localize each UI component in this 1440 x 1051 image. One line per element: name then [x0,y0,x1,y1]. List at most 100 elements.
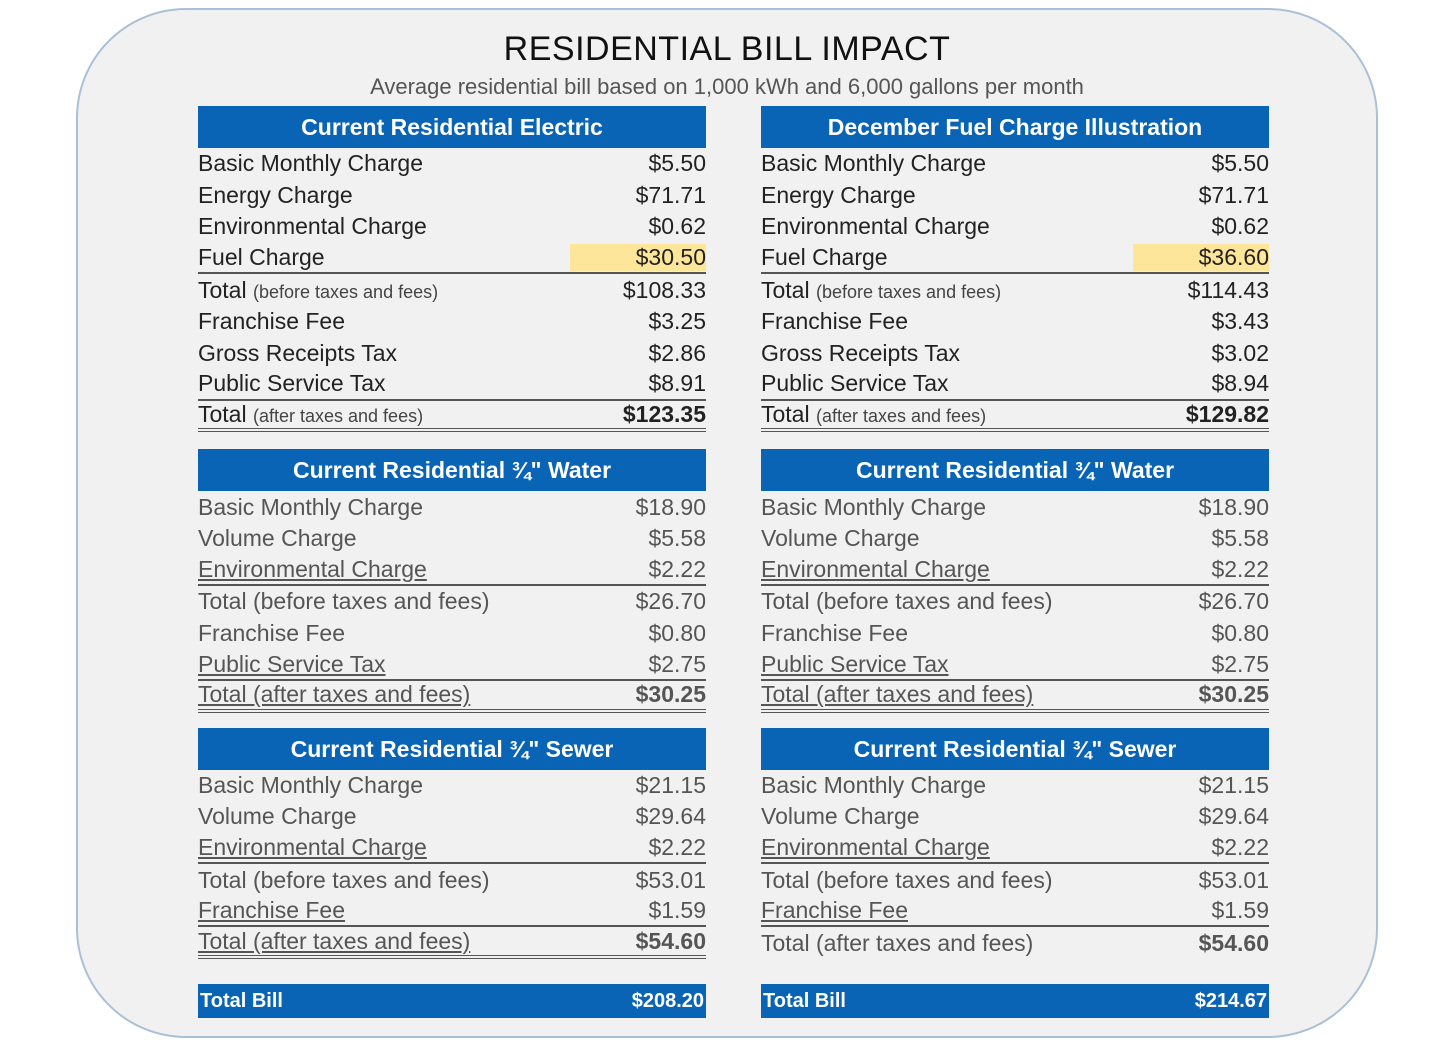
water-pst-row: Public Service Tax $2.75 [761,649,1269,681]
water-total-after-row: Total (after taxes and fees) $30.25 [198,681,706,713]
row-amount: $2.22 [1211,833,1269,860]
water-heading: Current Residential ¾" Water [761,449,1269,492]
row-label: Franchise Fee [761,620,909,647]
row-amount: $5.58 [648,525,706,552]
row-label: Total (before taxes and fees) [761,866,1053,893]
row-label: Volume Charge [761,803,920,830]
row-label: Environmental Charge [761,213,990,240]
water-total-before-row: Total (before taxes and fees) $26.70 [761,586,1269,618]
row-amount: $21.15 [1198,771,1269,798]
row-label: Total (before taxes and fees) [198,588,490,615]
electric-heading: December Fuel Charge Illustration [761,106,1269,148]
electric-total-after-row: Total (after taxes and fees) $129.82 [761,401,1269,433]
row-amount: $2.75 [1211,650,1269,677]
row-label: Franchise Fee [761,897,909,924]
row-label: Total (before taxes and fees) [198,866,490,893]
row-amount: $18.90 [635,493,706,520]
row-amount: $71.71 [1198,181,1269,208]
row-label: Total (after taxes and fees) [761,681,1034,708]
water-total-before-row: Total (before taxes and fees) $26.70 [198,586,706,618]
row-amount: $129.82 [1185,401,1269,428]
electric-basic-row: Basic Monthly Charge $5.50 [761,148,1269,180]
electric-gross-row: Gross Receipts Tax $2.86 [198,338,706,370]
row-label: Gross Receipts Tax [761,339,960,366]
row-label: Public Service Tax [761,370,949,397]
row-amount: $21.15 [635,771,706,798]
water-franchise-row: Franchise Fee $0.80 [761,618,1269,650]
row-note: (after taxes and fees) [252,406,424,427]
sewer-franchise-row: Franchise Fee $1.59 [198,896,706,928]
row-amount: $0.80 [1211,620,1269,647]
row-label: Environmental Charge [198,213,427,240]
row-amount: $18.90 [1198,493,1269,520]
total-bill-bar: Total Bill $214.67 [761,984,1269,1018]
row-label: Volume Charge [761,525,920,552]
water-volume-row: Volume Charge $5.58 [198,523,706,555]
row-label: Total [198,401,247,428]
row-amount: $0.62 [1211,213,1269,240]
electric-basic-row: Basic Monthly Charge $5.50 [198,148,706,180]
row-label: Basic Monthly Charge [761,493,986,520]
row-amount: $8.94 [1211,370,1269,397]
sewer-franchise-row: Franchise Fee $1.59 [761,896,1269,928]
row-label: Basic Monthly Charge [761,150,986,177]
row-label: Fuel Charge [198,244,325,271]
sewer-total-after-row: Total (after taxes and fees) $54.60 [761,927,1269,959]
row-label: Franchise Fee [761,308,909,335]
row-amount: $1.59 [1211,897,1269,924]
row-amount: $0.80 [648,620,706,647]
water-total-after-row: Total (after taxes and fees) $30.25 [761,681,1269,713]
row-amount: $2.22 [1211,555,1269,582]
row-amount: $2.22 [648,833,706,860]
water-volume-row: Volume Charge $5.58 [761,523,1269,555]
december-bill-column: December Fuel Charge Illustration Basic … [761,106,1269,959]
row-amount: $30.25 [635,681,706,708]
sewer-env-row: Environmental Charge $2.22 [761,833,1269,865]
row-label: Total [761,276,810,303]
row-label: Public Service Tax [198,370,386,397]
water-basic-row: Basic Monthly Charge $18.90 [761,491,1269,523]
row-amount: $54.60 [635,927,706,954]
row-label: Fuel Charge [761,244,888,271]
total-bill-label: Total Bill [763,989,846,1012]
sewer-basic-row: Basic Monthly Charge $21.15 [198,770,706,802]
water-heading: Current Residential ¾" Water [198,449,706,492]
row-amount: $0.62 [648,213,706,240]
current-bill-column: Current Residential Electric Basic Month… [198,106,706,960]
row-label: Basic Monthly Charge [198,150,423,177]
water-env-row: Environmental Charge $2.22 [198,555,706,587]
row-label: Basic Monthly Charge [198,771,423,798]
row-label: Energy Charge [761,181,916,208]
row-amount: $2.86 [648,339,706,366]
bill-impact-card: RESIDENTIAL BILL IMPACT Average resident… [76,8,1378,1038]
row-label: Environmental Charge [761,555,990,582]
row-label: Total [198,276,247,303]
row-label: Total (after taxes and fees) [761,929,1034,956]
total-bill-label: Total Bill [200,989,283,1012]
row-label: Total (after taxes and fees) [198,681,471,708]
water-env-row: Environmental Charge $2.22 [761,555,1269,587]
sewer-heading: Current Residential ¾" Sewer [198,727,706,770]
row-amount: $1.59 [648,897,706,924]
row-label: Basic Monthly Charge [198,493,423,520]
row-label: Environmental Charge [198,833,427,860]
row-amount: $29.64 [635,803,706,830]
row-label: Environmental Charge [198,555,427,582]
row-label: Total [761,401,810,428]
electric-total-before-row: Total (before taxes and fees) $108.33 [198,274,706,306]
water-pst-row: Public Service Tax $2.75 [198,649,706,681]
row-note: (after taxes and fees) [815,406,987,427]
electric-franchise-row: Franchise Fee $3.43 [761,306,1269,338]
electric-fuel-row: Fuel Charge $30.50 [198,243,706,275]
electric-franchise-row: Franchise Fee $3.25 [198,306,706,338]
row-label: Energy Charge [198,181,353,208]
total-bill-amount: $214.67 [1194,989,1267,1012]
row-amount: $53.01 [635,866,706,893]
electric-gross-row: Gross Receipts Tax $3.02 [761,338,1269,370]
row-label: Environmental Charge [761,833,990,860]
row-amount: $29.64 [1198,803,1269,830]
total-bill-amount: $208.20 [631,989,704,1012]
row-amount: $5.50 [648,150,706,177]
row-label: Public Service Tax [198,650,386,677]
row-label: Total (before taxes and fees) [761,588,1053,615]
